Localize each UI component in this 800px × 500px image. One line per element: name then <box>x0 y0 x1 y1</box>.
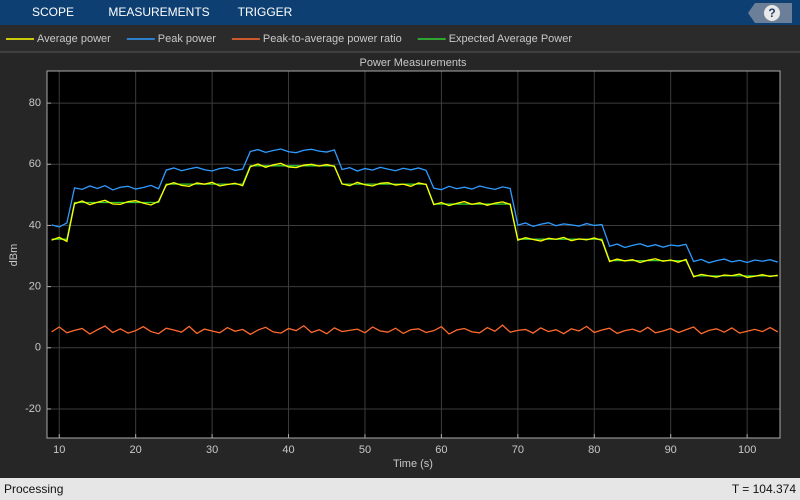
y-tick-label: 80 <box>29 97 41 109</box>
x-tick-label: 20 <box>130 444 142 456</box>
status-bar <box>0 478 800 500</box>
x-tick-label: 100 <box>738 444 756 456</box>
y-axis-label: dBm <box>8 244 20 267</box>
tab[interactable]: TRIGGER <box>238 5 293 19</box>
status-text: Processing <box>4 482 63 496</box>
legend-label: Average power <box>37 33 111 45</box>
y-tick-label: 20 <box>29 281 41 293</box>
series-line <box>51 148 778 264</box>
legend-label: Peak-to-average power ratio <box>263 33 402 45</box>
y-tick-label: 40 <box>29 219 41 231</box>
toolbar <box>0 0 800 25</box>
x-tick-label: 70 <box>512 444 524 456</box>
tab[interactable]: SCOPE <box>32 5 74 19</box>
x-tick-label: 10 <box>53 444 65 456</box>
x-tick-label: 80 <box>588 444 600 456</box>
legend-label: Peak power <box>158 33 216 45</box>
y-tick-label: -20 <box>25 403 41 415</box>
y-tick-label: 60 <box>29 158 41 170</box>
x-tick-label: 30 <box>206 444 218 456</box>
chart-title: Power Measurements <box>360 57 467 69</box>
x-tick-label: 60 <box>435 444 447 456</box>
plot-area <box>47 71 780 438</box>
legend-label: Expected Average Power <box>449 33 573 45</box>
help-icon[interactable]: ? <box>768 6 775 20</box>
x-axis-label: Time (s) <box>393 458 433 470</box>
time-readout: T = 104.374 <box>732 482 796 496</box>
help-button[interactable] <box>764 5 780 21</box>
tab[interactable]: MEASUREMENTS <box>108 5 209 19</box>
series-line <box>51 162 778 279</box>
series-line <box>51 324 779 336</box>
axes-frame <box>46 70 781 439</box>
y-tick-label: 0 <box>35 342 41 354</box>
x-tick-label: 90 <box>665 444 677 456</box>
x-tick-label: 40 <box>282 444 294 456</box>
x-tick-label: 50 <box>359 444 371 456</box>
